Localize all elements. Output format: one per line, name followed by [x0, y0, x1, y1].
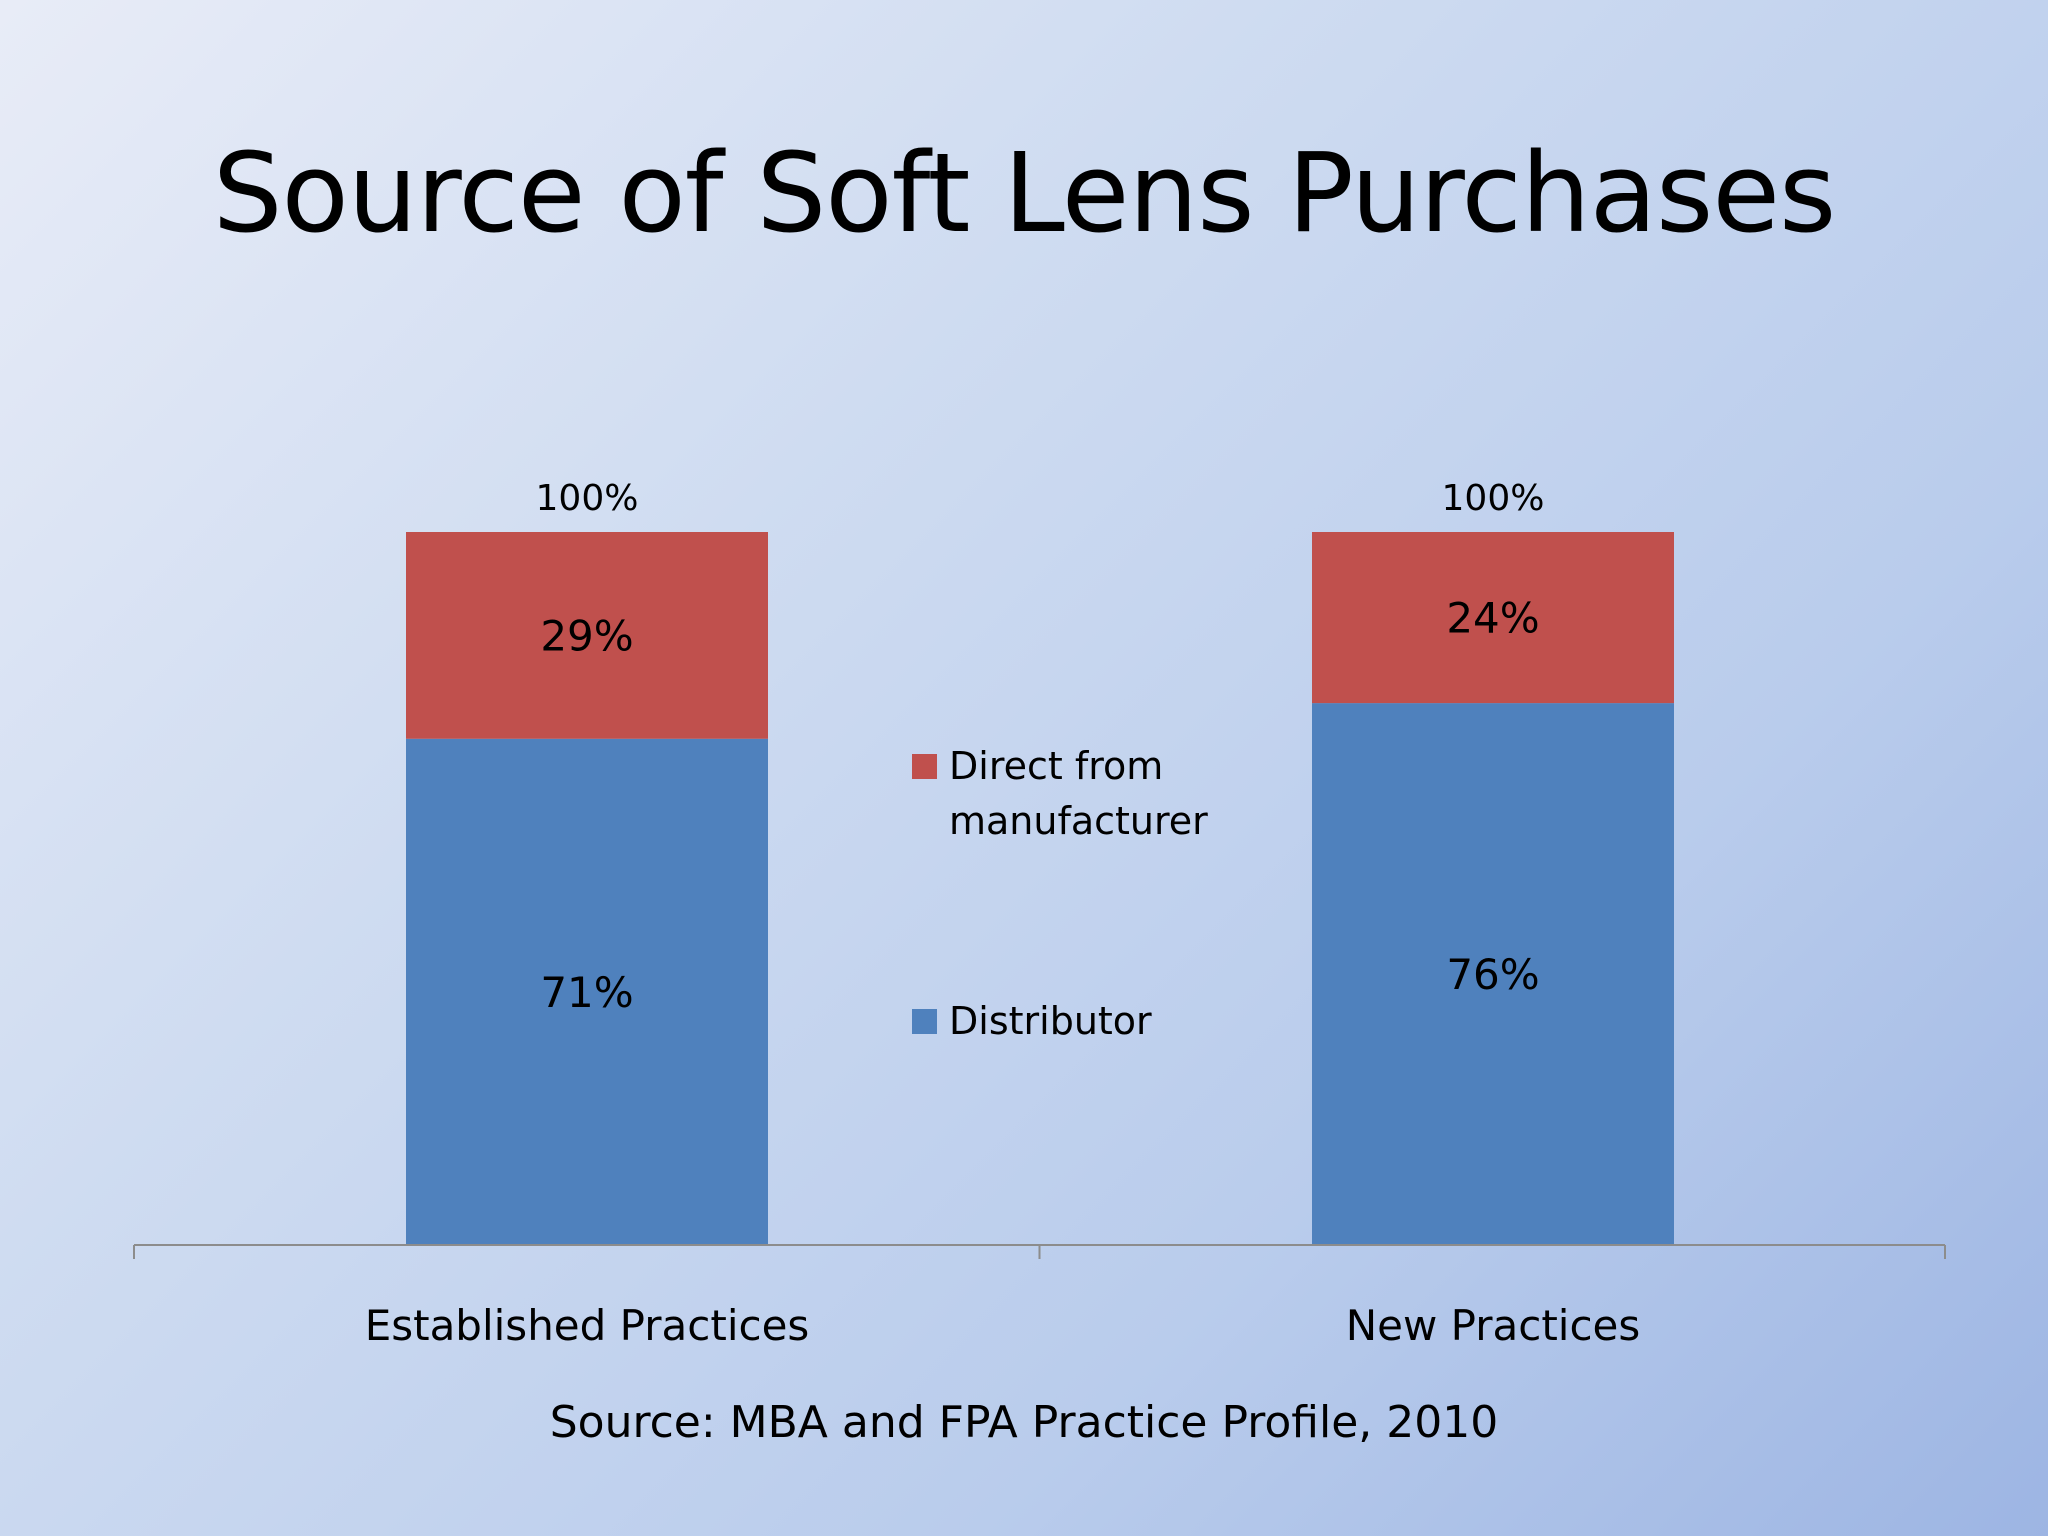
source-note: Source: MBA and FPA Practice Profile, 20…	[549, 1397, 1499, 1448]
data-label: 76%	[1446, 950, 1539, 999]
legend-label: Direct from manufacturer	[949, 744, 1208, 843]
total-label: 100%	[1442, 478, 1545, 519]
bar-segment-distributor	[406, 738, 768, 1245]
category-label: New Practices	[1346, 1301, 1641, 1350]
data-label: 29%	[540, 611, 633, 660]
data-label: 24%	[1446, 594, 1539, 643]
bar-segment-direct-from-manufacturer	[1312, 532, 1674, 704]
legend-swatch	[912, 1009, 937, 1034]
legend-swatch	[912, 754, 937, 779]
category-label: Established Practices	[365, 1301, 810, 1350]
bar-segment-distributor	[1312, 703, 1674, 1245]
legend-label: Distributor	[949, 999, 1152, 1043]
total-label: 100%	[536, 478, 639, 519]
data-label: 71%	[540, 968, 633, 1017]
bar-segment-direct-from-manufacturer	[406, 532, 768, 739]
slide-title: Source of Soft Lens Purchases	[212, 129, 1837, 257]
